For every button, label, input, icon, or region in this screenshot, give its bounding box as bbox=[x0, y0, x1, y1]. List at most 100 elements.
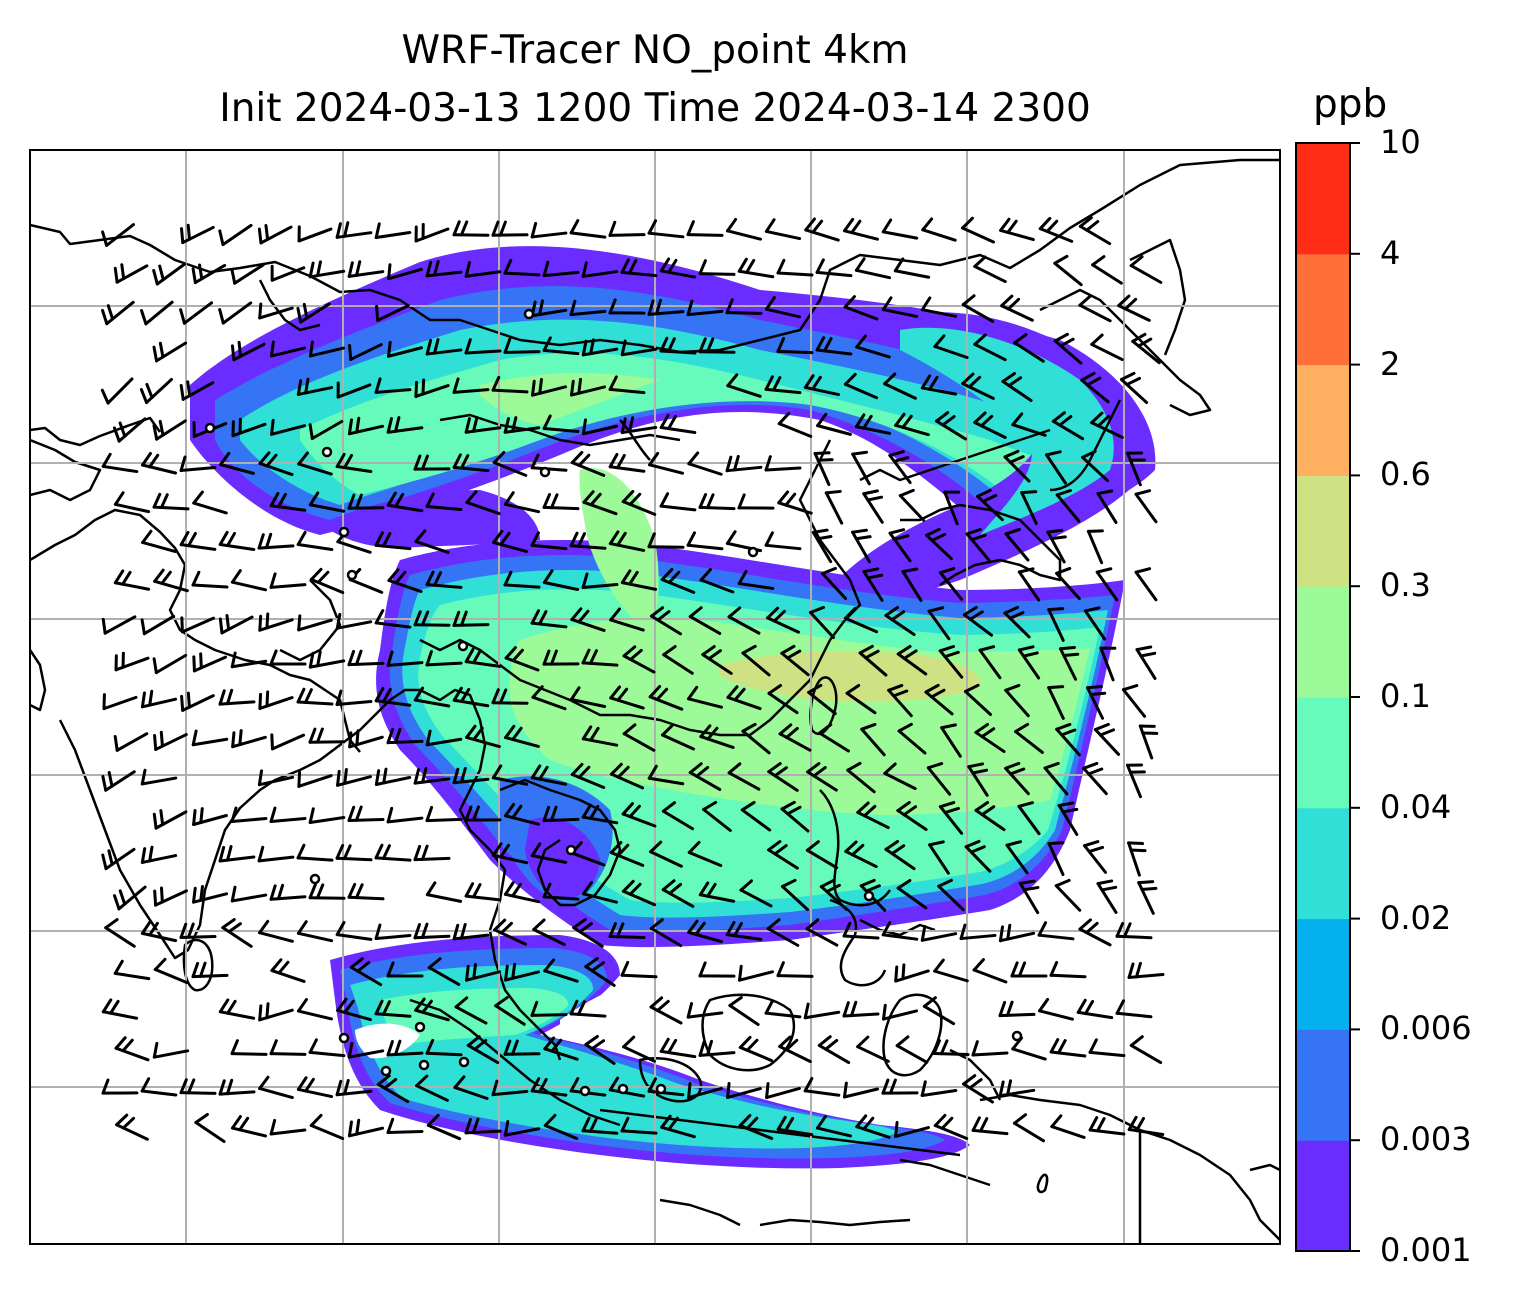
wind-barb bbox=[152, 419, 187, 441]
wind-barb bbox=[608, 922, 646, 939]
wind-barb bbox=[570, 607, 606, 632]
wind-barb bbox=[780, 800, 810, 833]
wind-barb bbox=[503, 1119, 541, 1137]
wind-barb bbox=[531, 685, 567, 711]
wind-barb bbox=[572, 918, 604, 948]
wind-barb bbox=[425, 492, 463, 511]
wind-barb bbox=[1003, 449, 1031, 483]
wind-barb bbox=[140, 614, 176, 636]
wind-barb bbox=[818, 723, 850, 753]
wind-barb bbox=[698, 259, 736, 276]
wind-barb bbox=[230, 1039, 268, 1056]
wind-barb bbox=[386, 961, 424, 978]
graticule-grid bbox=[30, 150, 1280, 1244]
wind-barb bbox=[335, 920, 373, 941]
wind-barb bbox=[413, 610, 451, 627]
wind-barb bbox=[647, 1077, 685, 1097]
wind-barb bbox=[894, 412, 930, 437]
wind-barb bbox=[1003, 605, 1031, 639]
wind-barb bbox=[1049, 1038, 1087, 1058]
wind-barb bbox=[113, 491, 151, 514]
wind-barb bbox=[466, 1035, 500, 1065]
calm-wind-marker bbox=[539, 466, 551, 478]
wind-barb bbox=[920, 374, 958, 396]
wind-barb bbox=[582, 490, 618, 516]
wind-barb bbox=[1138, 724, 1159, 760]
wind-barb bbox=[974, 800, 1006, 832]
wind-barb bbox=[687, 685, 723, 709]
wind-barb bbox=[308, 340, 346, 358]
wind-barb bbox=[896, 801, 928, 831]
wind-barb bbox=[140, 845, 178, 864]
colorbar-segment bbox=[1296, 807, 1350, 920]
wind-barb bbox=[491, 220, 529, 237]
wind-barb bbox=[504, 646, 540, 672]
wind-barb bbox=[1127, 961, 1165, 979]
wind-barb bbox=[813, 451, 834, 487]
wind-barb bbox=[938, 801, 964, 835]
wind-barb bbox=[998, 1000, 1036, 1018]
wind-barb bbox=[882, 1003, 918, 1021]
wind-barb bbox=[179, 380, 215, 401]
wind-barb bbox=[811, 528, 833, 564]
map-frame bbox=[29, 149, 1281, 1245]
wind-barb bbox=[221, 918, 253, 948]
wind-barb bbox=[739, 879, 773, 908]
wind-barb bbox=[727, 606, 761, 635]
wind-barb bbox=[888, 450, 912, 485]
wind-barb bbox=[492, 450, 528, 477]
wind-barb bbox=[425, 570, 463, 589]
wind-barb bbox=[308, 807, 346, 824]
wind-barb bbox=[581, 803, 619, 825]
wind-barb bbox=[726, 1082, 762, 1099]
wind-barb bbox=[140, 768, 178, 786]
colorbar-segment bbox=[1296, 143, 1350, 255]
wind-barb bbox=[415, 1074, 449, 1102]
wind-barb bbox=[608, 530, 646, 552]
wind-barb bbox=[336, 997, 372, 1022]
calm-wind-marker bbox=[655, 1083, 667, 1095]
wind-barb bbox=[1057, 801, 1079, 837]
wind-barb bbox=[258, 1075, 294, 1100]
calm-wind-marker bbox=[457, 640, 469, 652]
wind-barb bbox=[928, 840, 950, 875]
wind-barb bbox=[845, 683, 877, 715]
wind-barb bbox=[152, 492, 190, 511]
wind-barb bbox=[1017, 567, 1041, 602]
wind-barb bbox=[581, 572, 619, 589]
wind-barb bbox=[335, 612, 373, 630]
wind-barb bbox=[413, 686, 451, 708]
wind-barb bbox=[1046, 528, 1067, 564]
wind-barb bbox=[374, 686, 412, 707]
calm-wind-marker bbox=[579, 1085, 591, 1097]
wind-barb bbox=[895, 1035, 929, 1064]
wind-barb bbox=[569, 999, 607, 1018]
wind-barb bbox=[1004, 683, 1030, 718]
wind-barb bbox=[844, 840, 878, 869]
wind-barb bbox=[855, 1114, 891, 1139]
wind-barb bbox=[269, 1118, 307, 1136]
wind-barb bbox=[503, 337, 541, 354]
wind-barb bbox=[660, 1114, 696, 1139]
wind-barb bbox=[649, 840, 683, 868]
wind-barb bbox=[218, 301, 253, 325]
wind-barb bbox=[1083, 606, 1107, 641]
wind-barb bbox=[296, 1076, 334, 1099]
wind-barb bbox=[584, 957, 616, 987]
wind-barb bbox=[425, 650, 463, 667]
wind-barb bbox=[963, 683, 993, 717]
wind-barb bbox=[349, 957, 383, 987]
wind-barb bbox=[191, 729, 229, 747]
wind-barb bbox=[570, 762, 606, 789]
wind-barb bbox=[777, 411, 813, 438]
wind-barb bbox=[102, 693, 138, 711]
wind-barb bbox=[375, 304, 410, 322]
wind-barb bbox=[258, 690, 294, 710]
calm-wind-marker bbox=[863, 890, 875, 902]
wind-barb bbox=[883, 372, 917, 400]
wind-barb bbox=[622, 645, 656, 674]
wind-barb bbox=[542, 336, 580, 356]
wind-barb bbox=[932, 1039, 970, 1057]
calm-wind-marker bbox=[565, 844, 577, 856]
wind-barb bbox=[465, 962, 501, 982]
